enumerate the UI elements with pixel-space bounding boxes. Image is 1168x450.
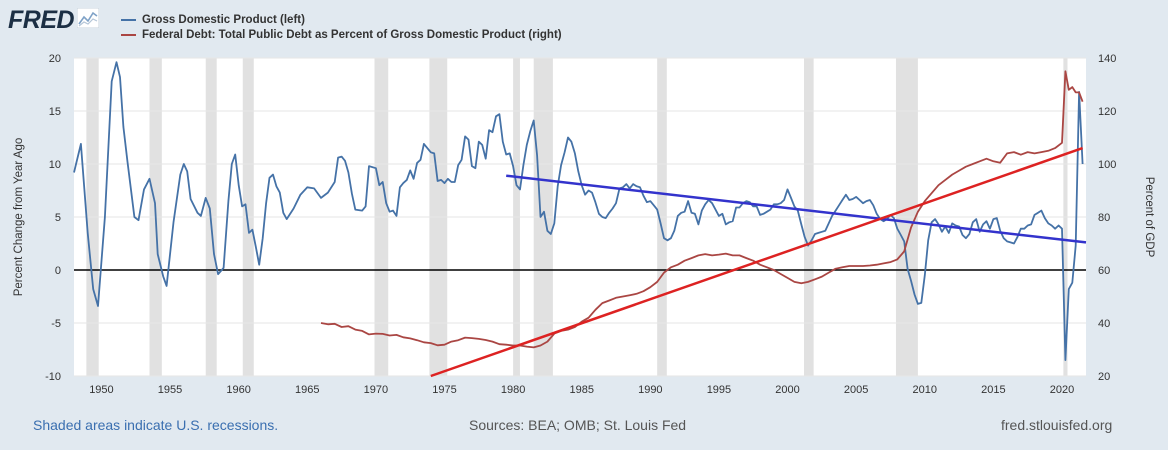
x-tick-label: 1965 bbox=[295, 384, 319, 395]
x-tick-label: 1960 bbox=[226, 384, 250, 395]
x-tick-label: 1985 bbox=[569, 384, 593, 395]
line-chart-icon bbox=[76, 7, 100, 33]
x-tick-label: 1995 bbox=[707, 384, 731, 395]
x-tick-label: 2005 bbox=[844, 384, 868, 395]
x-tick-label: 1970 bbox=[364, 384, 388, 395]
y-left-tick-label: -5 bbox=[51, 318, 61, 330]
chart-header: FRED Gross Domestic Product (left) Feder… bbox=[0, 0, 1168, 48]
chart-legend: Gross Domestic Product (left) Federal De… bbox=[121, 12, 562, 42]
legend-item-gdp[interactable]: Gross Domestic Product (left) bbox=[121, 12, 562, 27]
x-tick-label: 2015 bbox=[981, 384, 1005, 395]
x-tick-label: 2000 bbox=[775, 384, 799, 395]
logo-text: FRED bbox=[8, 6, 75, 34]
y-left-tick-label: 0 bbox=[55, 265, 61, 277]
y-left-tick-label: -10 bbox=[45, 371, 61, 383]
y-axis-left-title: Percent Change from Year Ago bbox=[13, 138, 25, 297]
x-tick-label: 1980 bbox=[501, 384, 525, 395]
trendline-debt bbox=[430, 146, 1084, 378]
y-right-tick-label: 120 bbox=[1098, 106, 1116, 118]
y-left-tick-label: 5 bbox=[55, 212, 61, 224]
y-left-tick-label: 10 bbox=[49, 159, 61, 171]
y-right-tick-label: 140 bbox=[1098, 53, 1116, 65]
legend-label-debt: Federal Debt: Total Public Debt as Perce… bbox=[142, 28, 562, 41]
fred-logo[interactable]: FRED bbox=[8, 6, 100, 35]
y-axis-right-title: Percent of GDP bbox=[1143, 177, 1155, 258]
x-tick-label: 1955 bbox=[158, 384, 182, 395]
legend-swatch-gdp bbox=[121, 18, 136, 21]
x-tick-label: 1975 bbox=[432, 384, 456, 395]
chart-area[interactable]: 1950 1955 1960 1965 1970 1975 1980 1985 1990 1995… bbox=[0, 45, 1168, 396]
x-tick-label: 2010 bbox=[913, 384, 937, 395]
y-left-tick-label: 15 bbox=[49, 106, 61, 118]
site-link[interactable]: fred.stlouisfed.org bbox=[1001, 417, 1113, 433]
recession-note[interactable]: Shaded areas indicate U.S. recessions. bbox=[33, 417, 279, 433]
legend-item-debt[interactable]: Federal Debt: Total Public Debt as Perce… bbox=[121, 27, 562, 42]
series-line-debt bbox=[320, 70, 1084, 349]
y-right-tick-label: 100 bbox=[1098, 159, 1116, 171]
trendline-gdp bbox=[506, 174, 1087, 244]
series-lines bbox=[73, 61, 1087, 378]
y-right-tick-label: 40 bbox=[1098, 318, 1110, 330]
x-tick-label: 1990 bbox=[638, 384, 662, 395]
x-tick-label: 2020 bbox=[1050, 384, 1074, 395]
y-right-tick-label: 60 bbox=[1098, 265, 1110, 277]
sources-text: Sources: BEA; OMB; St. Louis Fed bbox=[469, 417, 687, 433]
x-tick-label: 1950 bbox=[89, 384, 113, 395]
chart-svg[interactable]: 1950 1955 1960 1965 1970 1975 1980 1985 1990 1995… bbox=[0, 45, 1168, 396]
legend-label-gdp: Gross Domestic Product (left) bbox=[142, 13, 305, 26]
legend-swatch-debt bbox=[121, 33, 136, 36]
gridlines bbox=[74, 57, 1086, 377]
tick-labels: 1950 1955 1960 1965 1970 1975 1980 1985 1990 1995… bbox=[45, 53, 1116, 396]
y-right-tick-label: 80 bbox=[1098, 212, 1110, 224]
y-right-tick-label: 20 bbox=[1098, 371, 1110, 383]
y-left-tick-label: 20 bbox=[49, 53, 61, 65]
series-line-gdp bbox=[73, 61, 1084, 362]
